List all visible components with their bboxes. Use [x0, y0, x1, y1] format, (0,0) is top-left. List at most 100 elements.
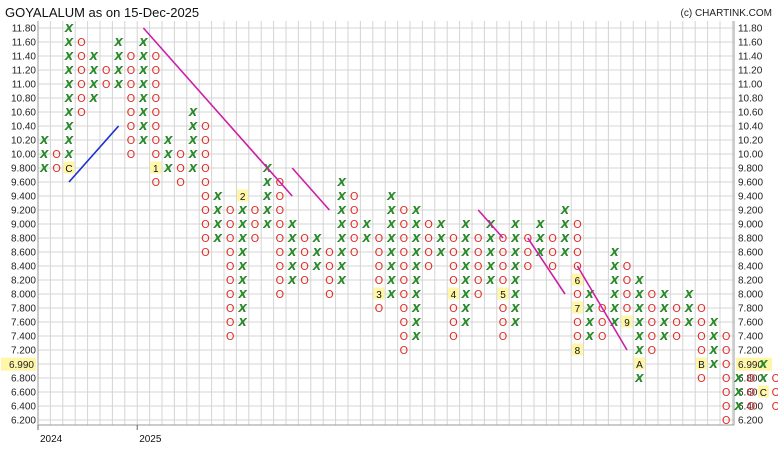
y-tick-label-left: 10.80: [11, 94, 36, 105]
month-marker-bg: [757, 385, 769, 398]
o-mark: O: [747, 372, 756, 385]
o-mark: O: [375, 232, 384, 245]
o-mark: O: [449, 316, 458, 329]
o-mark: O: [499, 232, 508, 245]
o-mark: O: [300, 246, 309, 259]
x-mark: X: [39, 134, 49, 147]
o-mark: O: [722, 386, 731, 399]
month-marker-bg: [150, 161, 162, 174]
y-tick-label-right: 8.600: [738, 248, 763, 259]
x-mark: X: [609, 260, 619, 273]
x-mark: X: [436, 218, 446, 231]
y-tick-label-left: 8.800: [11, 234, 36, 245]
y-tick-label-left: 11.60: [12, 38, 37, 49]
x-mark: X: [64, 120, 74, 133]
resistance-trendline: [477, 209, 504, 239]
o-mark: O: [399, 232, 408, 245]
chart-title: GOYALALUM as on 15-Dec-2025: [5, 5, 199, 20]
x-mark: X: [138, 106, 148, 119]
o-mark: O: [176, 176, 185, 189]
x-mark: X: [138, 134, 148, 147]
y-tick-label-right: 7.400: [738, 332, 763, 343]
x-mark: X: [64, 148, 74, 161]
x-mark: X: [386, 288, 396, 301]
o-mark: O: [672, 302, 681, 315]
o-mark: O: [573, 288, 582, 301]
o-mark: O: [275, 190, 284, 203]
o-mark: O: [697, 372, 706, 385]
o-mark: O: [474, 288, 483, 301]
y-tick-label-right: 10.60: [738, 108, 763, 119]
chart-credit: (c) CHARTINK.COM: [681, 8, 772, 19]
o-mark: O: [77, 36, 86, 49]
resistance-trendline: [291, 167, 330, 211]
o-mark: O: [201, 134, 210, 147]
o-mark: O: [623, 274, 632, 287]
x-mark: X: [262, 218, 272, 231]
y-tick-label-left: 8.000: [11, 290, 36, 301]
x-mark: X: [659, 288, 669, 301]
y-tick-label-right: 9.800: [738, 164, 763, 175]
o-mark: O: [449, 330, 458, 343]
y-tick-label-right: 11.60: [738, 38, 763, 49]
o-mark: O: [275, 288, 284, 301]
x-mark: X: [337, 190, 347, 203]
o-mark: O: [201, 148, 210, 161]
o-mark: O: [251, 218, 260, 231]
x-mark: X: [659, 316, 669, 329]
x-mark: X: [609, 246, 619, 259]
month-marker-bg: [447, 287, 459, 300]
x-mark: X: [138, 36, 148, 49]
year-label: 2025: [139, 434, 162, 445]
o-mark: O: [499, 274, 508, 287]
x-mark: X: [585, 288, 595, 301]
x-mark: X: [684, 316, 694, 329]
y-tick-label-left: 9.200: [11, 206, 36, 217]
x-mark: X: [659, 302, 669, 315]
x-mark: X: [411, 288, 421, 301]
month-marker-bg: [633, 357, 645, 370]
x-mark: X: [510, 316, 520, 329]
o-mark: O: [573, 232, 582, 245]
o-mark: O: [499, 246, 508, 259]
x-mark: X: [312, 232, 322, 245]
o-mark: O: [375, 260, 384, 273]
o-mark: O: [226, 204, 235, 217]
x-mark: X: [684, 288, 694, 301]
x-mark: X: [386, 274, 396, 287]
o-mark: O: [499, 316, 508, 329]
y-tick-label-left: 10.40: [11, 122, 36, 133]
o-mark: O: [424, 260, 433, 273]
month-marker-bg: [621, 315, 633, 328]
y-tick-label-right: 11.80: [738, 24, 763, 35]
o-mark: O: [623, 288, 632, 301]
y-tick-label-right: 6.800: [738, 374, 763, 385]
x-mark: X: [163, 148, 173, 161]
x-mark: X: [709, 344, 719, 357]
o-mark: O: [722, 358, 731, 371]
y-tick-label-left: 6.200: [11, 416, 36, 427]
y-tick-label-left: 11.80: [12, 24, 37, 35]
x-mark: X: [609, 274, 619, 287]
o-mark: O: [275, 204, 284, 217]
x-mark: X: [585, 316, 595, 329]
o-mark: O: [127, 50, 136, 63]
x-mark: X: [461, 218, 471, 231]
o-mark: O: [499, 302, 508, 315]
o-mark: O: [151, 134, 160, 147]
x-mark: X: [188, 148, 198, 161]
y-tick-label-right: 11.40: [738, 52, 763, 63]
y-tick-label-right: 7.600: [738, 318, 763, 329]
y-tick-label-right: 8.800: [738, 234, 763, 245]
y-tick-label-left: 10.00: [11, 150, 36, 161]
o-mark: O: [226, 274, 235, 287]
o-mark: O: [747, 386, 756, 399]
o-mark: O: [375, 246, 384, 259]
o-mark: O: [77, 92, 86, 105]
o-mark: O: [399, 246, 408, 259]
y-tick-label-right: 7.200: [738, 346, 763, 357]
x-mark: X: [510, 274, 520, 287]
y-tick-label-left: 7.200: [11, 346, 36, 357]
o-mark: O: [375, 302, 384, 315]
month-marker: C: [65, 164, 72, 175]
